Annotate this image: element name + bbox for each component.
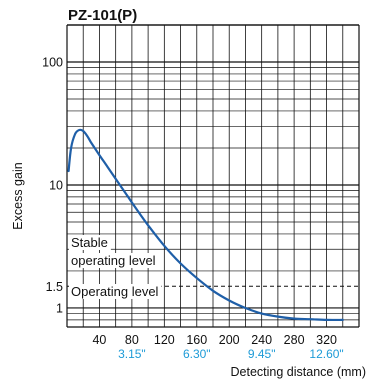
x-tick-label: 120: [154, 333, 175, 347]
chart-grid: [66, 24, 360, 328]
x-tick-label: 240: [251, 333, 272, 347]
annotations: Stable operating level Operating level: [69, 235, 162, 299]
x-tick-label: 40: [92, 333, 106, 347]
chart-title: PZ-101(P): [68, 7, 137, 24]
x-inch-tick-label: 9.45": [248, 347, 276, 361]
tick-labels: 40 80 120 160 200 240 280 320 3.15" 6.30" 9.45" 12.…: [42, 56, 344, 361]
x-tick-label: 280: [284, 333, 305, 347]
x-inch-tick-label: 6.30": [183, 347, 211, 361]
x-tick-label: 200: [219, 333, 240, 347]
annotation-text: operating level: [71, 253, 156, 268]
annotation-text: Stable: [71, 235, 108, 250]
annotation-background: [69, 253, 159, 268]
x-inch-tick-label: 12.60": [309, 347, 343, 361]
y-axis-label: Excess gain: [11, 162, 25, 229]
y-tick-label: 10: [49, 178, 63, 192]
x-tick-label: 80: [125, 333, 139, 347]
x-tick-label: 320: [316, 333, 337, 347]
curve-layer: [67, 128, 344, 322]
annotation-text: Operating level: [71, 284, 159, 299]
x-axis-label: Detecting distance (mm): [231, 365, 366, 379]
y-tick-label: 100: [42, 56, 63, 70]
annotation-background: [69, 284, 162, 299]
annotation-background: [69, 235, 111, 250]
y-tick-label: 1.5: [46, 280, 63, 294]
x-inch-tick-label: 3.15": [118, 347, 146, 361]
series-line: [67, 128, 344, 322]
y-tick-label: 1: [56, 301, 63, 315]
x-tick-label: 160: [186, 333, 207, 347]
